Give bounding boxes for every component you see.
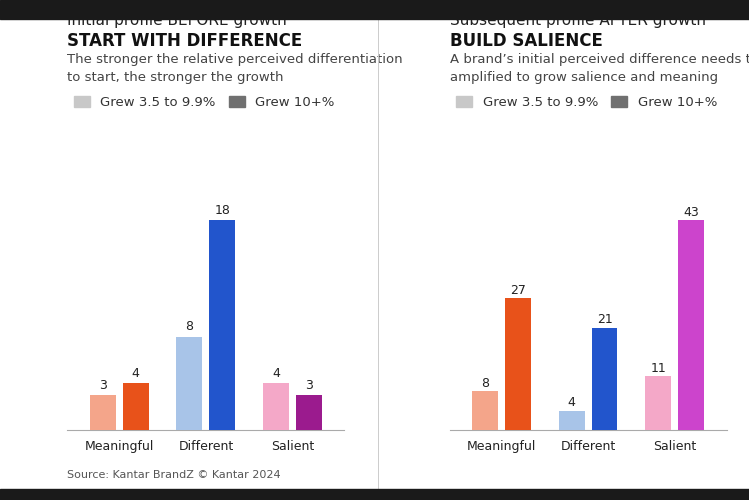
Text: START WITH DIFFERENCE: START WITH DIFFERENCE	[67, 32, 303, 50]
Bar	[472, 391, 498, 430]
Legend: Grew 3.5 to 9.9%, Grew 10+%: Grew 3.5 to 9.9%, Grew 10+%	[74, 96, 335, 109]
Text: BUILD SALIENCE: BUILD SALIENCE	[449, 32, 602, 50]
Text: 21: 21	[597, 313, 613, 326]
Bar	[592, 328, 617, 430]
Text: 4: 4	[568, 396, 575, 409]
Bar	[263, 384, 289, 430]
Bar	[505, 298, 531, 430]
Bar	[209, 220, 235, 430]
Text: 27: 27	[510, 284, 526, 297]
Bar	[645, 376, 671, 430]
Text: The stronger the relative perceived differentiation
to start, the stronger the g: The stronger the relative perceived diff…	[67, 54, 403, 84]
Bar	[678, 220, 704, 430]
Text: 3: 3	[305, 378, 313, 392]
Bar	[177, 337, 202, 430]
Text: 43: 43	[683, 206, 699, 219]
Text: 8: 8	[481, 376, 489, 390]
Text: 4: 4	[132, 367, 140, 380]
Legend: Grew 3.5 to 9.9%, Grew 10+%: Grew 3.5 to 9.9%, Grew 10+%	[456, 96, 717, 109]
Bar	[296, 395, 322, 430]
Bar	[123, 384, 149, 430]
Text: 18: 18	[214, 204, 230, 217]
Text: A brand’s initial perceived difference needs to be
amplified to grow salience an: A brand’s initial perceived difference n…	[449, 54, 749, 84]
Text: Subsequent profile AFTER growth: Subsequent profile AFTER growth	[449, 12, 706, 28]
Bar	[90, 395, 116, 430]
Bar	[559, 410, 585, 430]
Text: 4: 4	[272, 367, 280, 380]
Text: Initial profile BEFORE growth: Initial profile BEFORE growth	[67, 12, 287, 28]
Text: 3: 3	[99, 378, 107, 392]
Text: 11: 11	[650, 362, 666, 375]
Text: 8: 8	[186, 320, 193, 334]
Text: Source: Kantar BrandZ © Kantar 2024: Source: Kantar BrandZ © Kantar 2024	[67, 470, 281, 480]
